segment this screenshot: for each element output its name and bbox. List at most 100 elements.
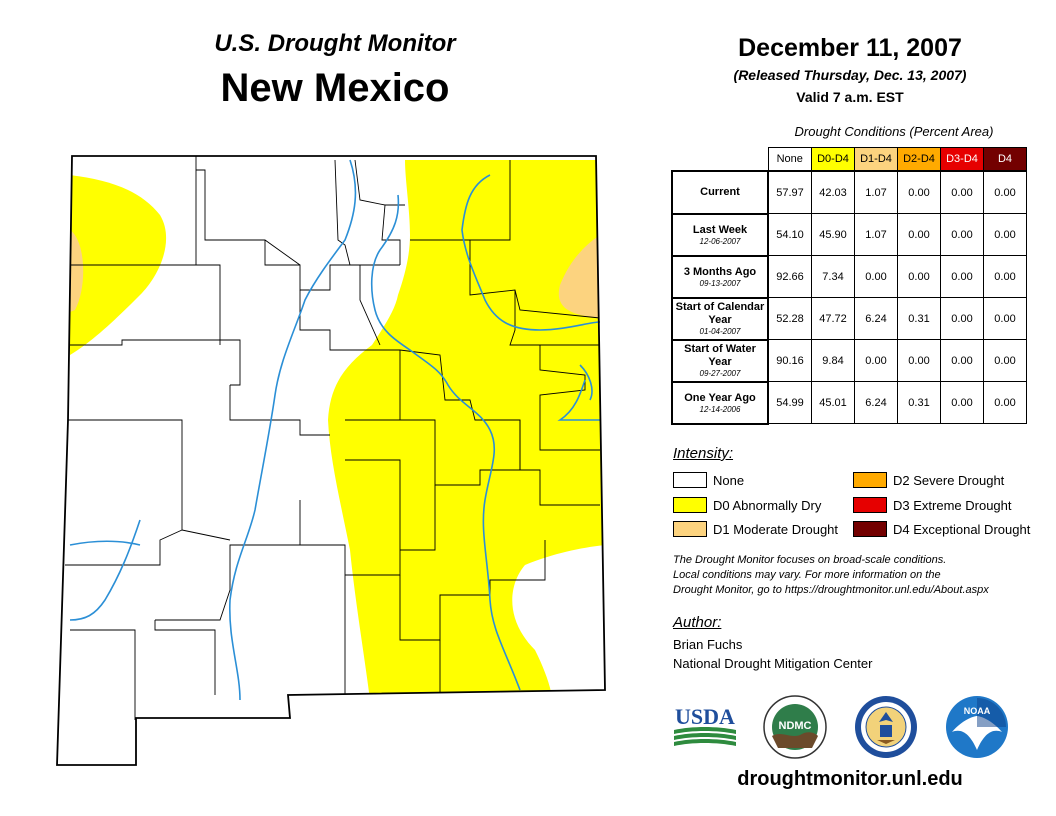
legend-label: D4 Exceptional Drought (893, 521, 1031, 537)
conditions-caption: Drought Conditions (Percent Area) (794, 124, 994, 139)
table-cell: 0.00 (940, 339, 984, 382)
table-row: Current 57.97 42.03 1.07 0.00 0.00 0.00 (671, 170, 1027, 215)
table-cell: 0.00 (983, 170, 1027, 214)
table-row: One Year Ago 12-14-2006 54.99 45.01 6.24 … (671, 380, 1027, 425)
table-cell: 0.00 (940, 255, 984, 298)
table-cell: 6.24 (854, 297, 898, 340)
noaa-logo-text: NOAA (964, 706, 991, 716)
drought-conditions-table: None D0-D4 D1-D4 D2-D4 D3-D4 D4 Current … (671, 147, 1027, 425)
table-cell: 90.16 (767, 339, 812, 382)
table-cell: 0.00 (983, 255, 1027, 298)
table-row: Start of Calendar Year 01-04-2007 52.28 4… (671, 296, 1027, 341)
legend-item-none: None (673, 472, 744, 488)
table-cell: 0.00 (897, 213, 941, 256)
map-subtitle: U.S. Drought Monitor (214, 30, 456, 57)
table-cell: 0.00 (983, 381, 1027, 424)
new-mexico-drought-map (56, 155, 606, 766)
ndmc-logo: NDMC (763, 695, 827, 759)
table-cell: 0.00 (983, 297, 1027, 340)
author-name: Brian Fuchs (673, 637, 743, 652)
d0-area-east (328, 160, 605, 700)
state-outline (56, 155, 606, 766)
table-cell: 0.00 (854, 255, 898, 298)
col-header: D4 (983, 147, 1027, 172)
map-date: December 11, 2007 (738, 34, 962, 62)
table-cell: 0.00 (940, 170, 984, 214)
legend-label: D1 Moderate Drought (713, 521, 839, 537)
table-cell: 0.00 (897, 170, 941, 214)
website-url[interactable]: droughtmonitor.unl.edu (737, 768, 963, 790)
col-header: None (767, 147, 812, 172)
table-cell: 7.34 (811, 255, 855, 298)
table-cell: 54.10 (767, 213, 812, 256)
table-cell: 0.00 (940, 213, 984, 256)
noaa-logo: NOAA (946, 696, 1008, 758)
rivers (69, 159, 601, 701)
legend-item-d3: D3 Extreme Drought (853, 497, 1012, 513)
legend-item-d2: D2 Severe Drought (853, 472, 1004, 488)
legend-swatch (673, 472, 707, 488)
legend-item-d0: D0 Abnormally Dry (673, 497, 821, 513)
table-cell: 42.03 (811, 170, 855, 214)
row-label: One Year Ago 12-14-2006 (671, 380, 769, 425)
table-cell: 0.00 (897, 339, 941, 382)
table-cell: 9.84 (811, 339, 855, 382)
d1-area-east (558, 235, 600, 318)
col-header: D3-D4 (940, 147, 984, 172)
author-org: National Drought Mitigation Center (673, 656, 873, 671)
author-title: Author: (673, 614, 722, 631)
table-cell: 1.07 (854, 170, 898, 214)
legend-label: D3 Extreme Drought (893, 497, 1012, 513)
legend-swatch (853, 497, 887, 513)
table-cell: 0.31 (897, 381, 941, 424)
table-cell: 92.66 (767, 255, 812, 298)
col-header: D0-D4 (811, 147, 855, 172)
legend-swatch (673, 497, 707, 513)
legend-title: Intensity: (673, 445, 734, 462)
row-label: Current (671, 170, 769, 215)
doc-seal-logo (855, 696, 917, 758)
table-cell: 0.00 (940, 381, 984, 424)
table-cell: 0.00 (897, 255, 941, 298)
valid-time: Valid 7 a.m. EST (796, 89, 904, 105)
legend-label: D2 Severe Drought (893, 472, 1005, 488)
ndmc-logo-text: NDMC (779, 720, 812, 732)
row-label: 3 Months Ago 09-13-2007 (671, 254, 769, 299)
legend-label: None (713, 472, 745, 488)
row-label: Last Week 12-06-2007 (671, 212, 769, 257)
row-label: Start of Calendar Year 01-04-2007 (671, 296, 769, 341)
table-cell: 45.90 (811, 213, 855, 256)
table-cell: 47.72 (811, 297, 855, 340)
table-cell: 57.97 (767, 170, 812, 214)
disclaimer-note: The Drought Monitor focuses on broad-sca… (673, 554, 989, 596)
table-cell: 0.00 (983, 213, 1027, 256)
table-cell: 6.24 (854, 381, 898, 424)
table-row: Start of Water Year 09-27-2007 90.16 9.84… (671, 338, 1027, 383)
table-cell: 1.07 (854, 213, 898, 256)
legend-swatch (853, 472, 887, 488)
col-header: D1-D4 (854, 147, 898, 172)
state-title: New Mexico (220, 66, 450, 110)
table-cell: 54.99 (767, 381, 812, 424)
table-header-row: None D0-D4 D1-D4 D2-D4 D3-D4 D4 (672, 147, 1027, 172)
d1-area-northwest (70, 230, 84, 312)
legend-item-d4: D4 Exceptional Drought (853, 521, 1030, 537)
row-label: Start of Water Year 09-27-2007 (671, 338, 769, 383)
legend-item-d1: D1 Moderate Drought (673, 521, 838, 537)
legend-swatch (673, 521, 707, 537)
usda-logo: USDA (674, 704, 736, 746)
legend-label: D0 Abnormally Dry (713, 497, 822, 513)
col-header: D2-D4 (897, 147, 941, 172)
table-cell: 0.00 (983, 339, 1027, 382)
table-cell: 0.00 (854, 339, 898, 382)
release-date: (Released Thursday, Dec. 13, 2007) (733, 67, 967, 83)
table-cell: 52.28 (767, 297, 812, 340)
table-row: 3 Months Ago 09-13-2007 92.66 7.34 0.00 0… (671, 254, 1027, 299)
county-boundaries (65, 156, 601, 720)
table-cell: 0.00 (940, 297, 984, 340)
table-row: Last Week 12-06-2007 54.10 45.90 1.07 0.0… (671, 212, 1027, 257)
usda-logo-text: USDA (675, 704, 735, 729)
legend-swatch (853, 521, 887, 537)
table-cell: 45.01 (811, 381, 855, 424)
table-cell: 0.31 (897, 297, 941, 340)
